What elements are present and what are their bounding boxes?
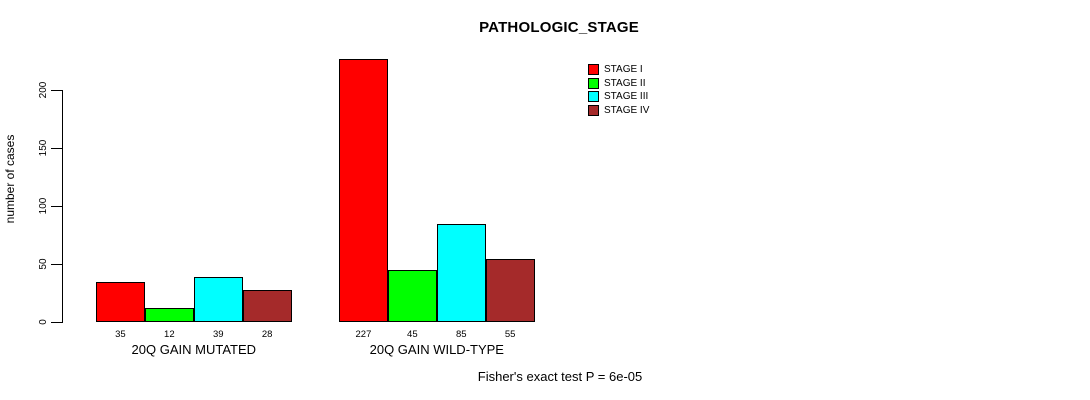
legend-swatch-stage-ii: [588, 77, 599, 89]
y-tick-label: 100: [37, 197, 49, 215]
bar-value-label: 28: [261, 328, 273, 340]
bar-value-label: 39: [212, 328, 224, 340]
fisher-test-annotation: Fisher's exact test P = 6e-05: [477, 369, 643, 384]
group-label-20q-gain-mutated: 20Q GAIN MUTATED: [131, 342, 257, 357]
y-tick-label: 0: [37, 319, 49, 326]
legend-label: STAGE I: [604, 64, 643, 75]
bar-value-label: 12: [164, 328, 175, 340]
legend-item-stage-iii: STAGE III: [588, 91, 649, 103]
bar-value-label: 85: [455, 328, 467, 340]
legend-item-stage-ii: STAGE II: [588, 77, 649, 89]
bar-stage-ii-20q-gain-mutated: [144, 308, 194, 323]
bar-stage-iv-20q-gain-wild-type: [485, 258, 535, 323]
legend-label: STAGE IV: [604, 105, 650, 117]
bar-stage-iii-20q-gain-mutated: [193, 277, 243, 323]
legend-swatch-stage-iii: [588, 91, 599, 103]
bar-stage-iii-20q-gain-wild-type: [436, 223, 486, 323]
y-tick-label: 150: [37, 139, 49, 157]
bar-value-label: 55: [504, 328, 516, 340]
y-axis-tick: [51, 148, 62, 150]
legend-item-stage-iv: STAGE IV: [588, 105, 650, 117]
y-axis-tick: [51, 206, 62, 208]
bar-stage-iv-20q-gain-mutated: [242, 289, 292, 323]
chart-title: PATHOLOGIC_STAGE: [479, 19, 639, 36]
y-axis-tick: [51, 322, 62, 324]
bar-stage-i-20q-gain-mutated: [96, 281, 145, 323]
legend: STAGE I STAGE II STAGE III STAGE IV: [588, 64, 650, 117]
legend-swatch-stage-iv: [588, 105, 599, 117]
legend-label: STAGE III: [604, 91, 649, 103]
legend-swatch-stage-i: [588, 64, 599, 75]
bar-value-label: 35: [115, 328, 126, 340]
bar-stage-i-20q-gain-wild-type: [339, 58, 388, 323]
group-label-20q-gain-wild-type: 20Q GAIN WILD-TYPE: [369, 342, 504, 357]
legend-label: STAGE II: [604, 77, 646, 89]
bar-value-label: 227: [355, 328, 372, 340]
y-tick-label: 200: [37, 81, 49, 99]
y-axis-tick: [51, 264, 62, 266]
bar-stage-ii-20q-gain-wild-type: [387, 270, 437, 323]
y-axis-label: number of cases: [3, 134, 17, 224]
y-axis-tick: [51, 90, 62, 92]
legend-item-stage-i: STAGE I: [588, 64, 649, 75]
y-axis-line: [61, 90, 63, 324]
y-tick-label: 50: [37, 258, 49, 270]
bar-value-label: 45: [407, 328, 418, 340]
